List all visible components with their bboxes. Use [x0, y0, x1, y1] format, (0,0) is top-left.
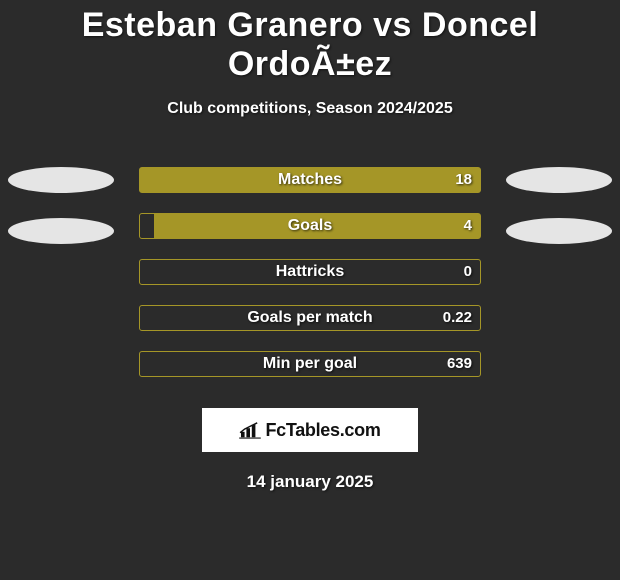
- logo-box: FcTables.com: [202, 408, 418, 452]
- stat-bar-fill: [140, 168, 480, 192]
- page-title: Esteban Granero vs Doncel OrdoÃ±ez: [0, 0, 620, 84]
- player-ellipse-left: [8, 218, 114, 244]
- barchart-icon: [239, 421, 261, 439]
- subtitle: Club competitions, Season 2024/2025: [0, 100, 620, 118]
- stat-bar-track: [139, 259, 481, 285]
- stat-row: Matches18: [0, 156, 620, 202]
- stats-section: Matches18Goals4Hattricks0Goals per match…: [0, 156, 620, 386]
- date-text: 14 january 2025: [0, 472, 620, 492]
- player-ellipse-left: [8, 167, 114, 193]
- stat-row: Hattricks0: [0, 248, 620, 294]
- logo-text: FcTables.com: [265, 420, 380, 441]
- stat-bar-fill: [154, 214, 480, 238]
- stat-bar-track: [139, 167, 481, 193]
- player-ellipse-right: [506, 167, 612, 193]
- stat-row: Goals4: [0, 202, 620, 248]
- player-ellipse-right: [506, 218, 612, 244]
- stat-bar-track: [139, 351, 481, 377]
- stat-bar-track: [139, 305, 481, 331]
- stat-bar-track: [139, 213, 481, 239]
- stat-row: Min per goal639: [0, 340, 620, 386]
- stat-row: Goals per match0.22: [0, 294, 620, 340]
